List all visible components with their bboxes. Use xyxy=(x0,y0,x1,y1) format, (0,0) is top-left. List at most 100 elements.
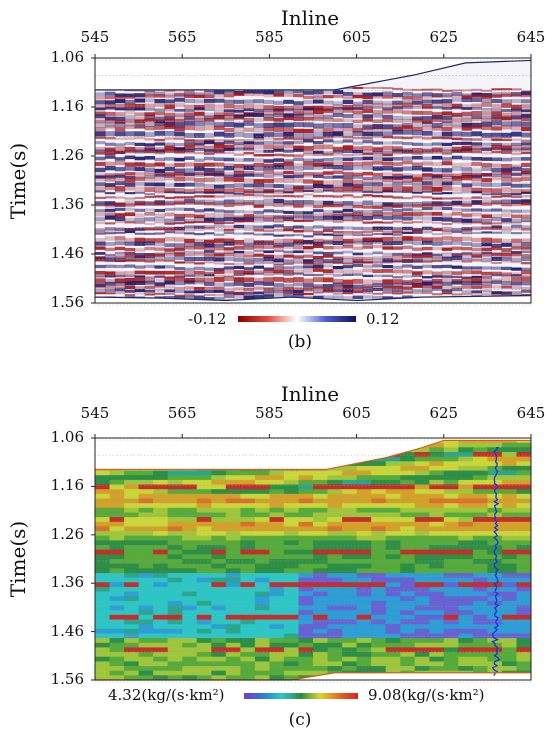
seismic-trace-cell xyxy=(194,139,205,142)
impedance-cell xyxy=(298,531,314,537)
seismic-trace-cell xyxy=(521,250,531,254)
seismic-trace-cell xyxy=(402,116,413,121)
seismic-trace-cell xyxy=(184,306,195,309)
colorbar-min-label: 4.32(kg/(s·km²) xyxy=(108,686,225,704)
impedance-cell xyxy=(356,670,372,676)
seismic-trace-cell xyxy=(352,278,364,284)
seismic-trace-cell xyxy=(352,172,364,177)
seismic-trace-cell xyxy=(194,92,205,97)
impedance-cell xyxy=(124,661,140,667)
seismic-trace-cell xyxy=(134,181,146,186)
seismic-trace-cell xyxy=(293,157,304,162)
seismic-trace-cell xyxy=(124,166,136,171)
seismic-trace-cell xyxy=(511,251,522,254)
seismic-trace-cell xyxy=(154,177,165,182)
impedance-cell xyxy=(371,470,387,476)
impedance-cell xyxy=(124,596,140,602)
impedance-cell xyxy=(429,638,445,644)
seismic-trace-cell xyxy=(263,273,274,276)
seismic-trace-cell xyxy=(322,144,334,150)
seismic-trace-cell xyxy=(124,110,136,115)
impedance-cell xyxy=(240,642,256,649)
impedance-cell xyxy=(429,470,445,476)
seismic-trace-cell xyxy=(213,94,225,98)
impedance-cell xyxy=(371,638,387,644)
seismic-trace-cell xyxy=(283,250,294,254)
seismic-trace-cell xyxy=(352,246,364,250)
seismic-trace-cell xyxy=(233,116,245,120)
seismic-trace-cell xyxy=(422,254,433,258)
seismic-trace-cell xyxy=(273,283,284,288)
seismic-trace-cell xyxy=(164,122,175,127)
impedance-cell xyxy=(211,526,227,532)
seismic-trace-cell xyxy=(491,94,502,98)
seismic-trace-cell xyxy=(134,147,146,152)
seismic-trace-cell xyxy=(441,161,453,166)
seismic-trace-cell xyxy=(174,196,185,199)
seismic-trace-cell xyxy=(194,295,205,298)
seismic-trace-cell xyxy=(134,107,146,111)
seismic-trace-cell xyxy=(451,271,463,276)
seismic-trace-cell xyxy=(392,176,403,180)
impedance-cell xyxy=(342,540,358,546)
seismic-trace-cell xyxy=(362,210,373,214)
seismic-trace-cell xyxy=(501,177,512,182)
seismic-trace-cell xyxy=(501,199,512,204)
seismic-trace-cell xyxy=(124,200,136,205)
seismic-trace-cell xyxy=(412,147,423,153)
impedance-cell xyxy=(167,661,183,667)
seismic-trace-cell xyxy=(144,227,155,231)
seismic-trace-cell xyxy=(402,204,413,208)
seismic-trace-cell xyxy=(332,234,344,237)
impedance-cell xyxy=(109,507,125,514)
impedance-cell xyxy=(225,633,241,639)
impedance-cell xyxy=(385,661,401,667)
seismic-trace-cell xyxy=(144,276,155,279)
impedance-cell xyxy=(225,652,241,658)
seismic-trace-cell xyxy=(461,281,473,286)
seismic-trace-cell xyxy=(471,200,482,205)
seismic-trace-cell xyxy=(422,231,433,234)
seismic-trace-cell xyxy=(362,237,373,242)
impedance-cell xyxy=(196,545,212,551)
impedance-cell xyxy=(196,531,212,537)
seismic-trace-cell xyxy=(213,262,225,265)
seismic-trace-cell xyxy=(293,269,304,274)
impedance-cell xyxy=(472,475,488,481)
impedance-cell xyxy=(138,507,154,514)
impedance-cell xyxy=(298,540,314,546)
seismic-trace-cell xyxy=(491,252,502,257)
seismic-trace-cell xyxy=(431,293,443,296)
impedance-cell xyxy=(516,661,531,667)
seismic-trace-cell xyxy=(213,233,225,236)
seismic-trace-cell xyxy=(422,110,433,115)
seismic-trace-cell xyxy=(303,246,314,250)
seismic-trace-cell xyxy=(223,251,235,255)
seismic-trace-cell xyxy=(273,245,284,249)
seismic-trace-cell xyxy=(233,265,245,269)
seismic-trace-cell xyxy=(352,256,364,260)
impedance-cell xyxy=(371,475,387,481)
impedance-cell xyxy=(240,596,256,602)
seismic-trace-cell xyxy=(412,241,423,246)
impedance-cell xyxy=(313,470,329,476)
impedance-cell xyxy=(385,600,401,607)
seismic-trace-cell xyxy=(114,282,126,287)
seismic-trace-cell xyxy=(204,156,215,161)
seismic-trace-cell xyxy=(511,108,522,112)
seismic-trace-cell xyxy=(402,212,413,216)
seismic-trace-cell xyxy=(392,181,403,186)
seismic-trace-cell xyxy=(273,209,284,213)
seismic-trace-cell xyxy=(451,106,463,110)
impedance-cell xyxy=(138,475,154,481)
impedance-cell xyxy=(240,577,256,583)
impedance-cell xyxy=(429,465,445,472)
impedance-cell xyxy=(298,661,314,667)
impedance-cell xyxy=(501,507,517,514)
seismic-trace-cell xyxy=(402,289,413,293)
seismic-trace-cell xyxy=(422,260,433,263)
impedance-cell xyxy=(327,549,343,555)
seismic-trace-cell xyxy=(511,243,522,248)
seismic-trace-cell xyxy=(164,116,175,121)
impedance-cell xyxy=(254,638,270,644)
